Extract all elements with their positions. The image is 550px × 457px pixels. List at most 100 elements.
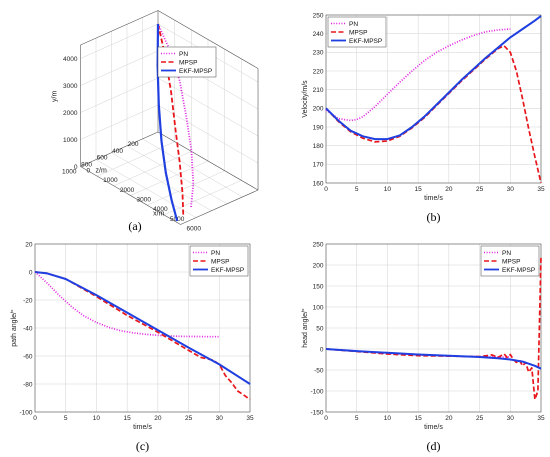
grid-line-y-wall <box>80 104 159 140</box>
legend-label-mpsp: MPSP <box>349 29 367 36</box>
frame-edge <box>80 131 159 167</box>
x-tick-label: 30 <box>216 415 224 422</box>
panel-caption: (d) <box>427 439 441 453</box>
grid-line-z-floor <box>95 159 197 218</box>
x-tick-label: 35 <box>537 186 545 193</box>
legend-label-mpsp: MPSP <box>211 258 229 265</box>
x-tick-label: 6000 <box>187 226 202 233</box>
grid-line-y-wall <box>80 50 159 86</box>
plot-area <box>325 243 542 413</box>
y-tick-label: 200 <box>313 106 324 113</box>
panel-b-velocity-chart: 0 5 10 15 20 25 30 35 160 170 180 190 200 210 220 230 24… <box>302 12 545 224</box>
legend-box <box>189 245 249 277</box>
x-tick-label: 2000 <box>120 187 135 194</box>
y-tick-label: 100 <box>313 304 324 311</box>
legend-label-ekf-mpsp: EKF-MPSP <box>349 38 382 45</box>
frame-edge <box>80 10 159 46</box>
frame-edge <box>180 189 259 225</box>
legend-label-pn: PN <box>349 21 358 28</box>
legend-label-mpsp: MPSP <box>502 258 520 265</box>
legend-label-pn: PN <box>179 51 188 58</box>
series-line-mpsp <box>325 44 542 184</box>
x-tick-label: 1000 <box>103 177 118 184</box>
z-tick-label: 200 <box>128 141 139 148</box>
frame-edge <box>157 131 259 191</box>
y-tick-label: 2000 <box>63 110 78 117</box>
y-tick-label: 1000 <box>63 137 78 144</box>
y-tick-label: 160 <box>313 180 324 187</box>
x-tick-label: 15 <box>415 186 423 193</box>
plot-area <box>34 243 251 413</box>
y-tick-label: -40 <box>23 325 33 332</box>
legend-label-pn: PN <box>502 250 511 257</box>
x-tick-label: 0 <box>87 168 91 175</box>
legend-label-pn: PN <box>211 250 220 257</box>
series-line-pn <box>34 271 220 338</box>
frame-edge <box>157 10 259 69</box>
x-tick-label: 30 <box>507 186 515 193</box>
x-tick-label: 5 <box>64 415 68 422</box>
y-tick-label: 250 <box>313 12 324 19</box>
y-tick-label: 0 <box>320 346 324 353</box>
z-tick-label: 1000 <box>62 169 77 176</box>
x-tick-label: 5 <box>355 415 359 422</box>
y-axis-label: Velocity/m/s <box>302 80 309 118</box>
legend-label-ekf-mpsp: EKF-MPSP <box>211 267 244 274</box>
x-tick-label: 0 <box>33 415 37 422</box>
grid-line-x-floor <box>130 160 209 196</box>
x-axis-label: time/s <box>424 195 443 202</box>
legend-label-ekf-mpsp: EKF-MPSP <box>502 267 535 274</box>
x-tick-label: 35 <box>246 415 254 422</box>
y-tick-label: 0 <box>29 269 33 276</box>
x-tick-label: 20 <box>445 186 453 193</box>
series-line-mpsp <box>34 271 251 401</box>
legend-box <box>327 16 387 48</box>
legend-label-ekf-mpsp: EKF-MPSP <box>179 68 212 75</box>
series-line-ekf-mpsp <box>34 271 251 385</box>
y-tick-label: 0 <box>74 164 78 171</box>
x-tick-label: 20 <box>445 415 453 422</box>
z-tick-label: 400 <box>112 148 123 155</box>
y-tick-label: -100 <box>310 388 323 395</box>
series-line-ekf-mpsp <box>325 15 542 141</box>
y-tick-label: -20 <box>23 297 33 304</box>
panel-c-path-angle-chart: 0 5 10 15 20 25 30 35-100-80-60-40-20020time/sp… <box>10 241 254 453</box>
y-tick-label: 20 <box>25 241 33 248</box>
y-axis-label: path angle/° <box>10 309 18 347</box>
y-tick-label: -60 <box>23 353 33 360</box>
x-tick-label: 15 <box>124 415 132 422</box>
z-axis-label: z/m <box>96 168 107 175</box>
x-tick-label: 0 <box>324 415 328 422</box>
grid-line-y-wall <box>80 77 159 113</box>
grid-line-z-floor <box>111 152 212 211</box>
panel-caption: (a) <box>128 219 141 233</box>
x-tick-label: 20 <box>154 415 162 422</box>
y-tick-label: -80 <box>23 381 33 388</box>
y-axis-label: head angle/° <box>301 308 309 348</box>
y-tick-label: 3000 <box>63 83 78 90</box>
y-tick-label: 180 <box>313 143 324 150</box>
y-tick-label: -150 <box>310 409 323 416</box>
y-tick-label: 190 <box>313 124 324 131</box>
x-tick-label: 25 <box>476 415 484 422</box>
y-tick-label: -50 <box>314 367 324 374</box>
x-tick-label: 0 <box>324 186 328 193</box>
y-tick-label: 4000 <box>63 56 78 63</box>
series-line-pn <box>325 28 511 122</box>
y-tick-label: 210 <box>313 87 324 94</box>
x-tick-label: 4000 <box>153 206 168 213</box>
x-tick-label: 5 <box>355 186 359 193</box>
y-tick-label: 150 <box>313 283 324 290</box>
legend-box <box>480 245 540 277</box>
y-tick-label: 230 <box>313 50 324 57</box>
grid-line-x-floor <box>147 170 225 206</box>
y-tick-label: 200 <box>313 262 324 269</box>
x-axis-label: time/s <box>133 424 152 431</box>
z-tick-label: 800 <box>81 162 92 169</box>
x-tick-label: 35 <box>537 415 545 422</box>
legend-label-mpsp: MPSP <box>179 59 197 66</box>
x-tick-label: 30 <box>507 415 515 422</box>
x-tick-label: 10 <box>93 415 101 422</box>
x-tick-label: 3000 <box>137 197 152 204</box>
